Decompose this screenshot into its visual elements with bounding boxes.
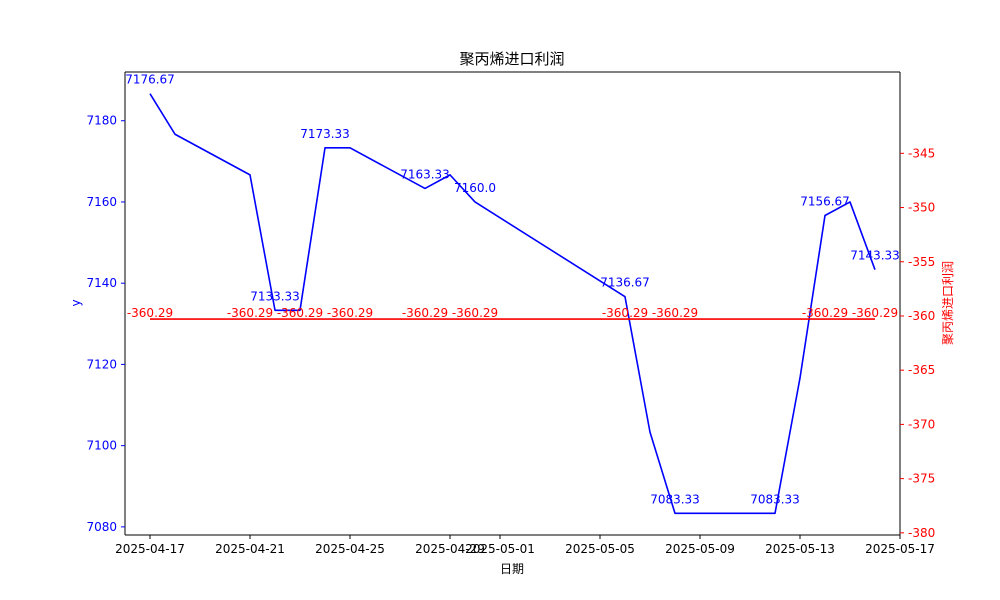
profit-data-label: -360.29: [127, 306, 173, 320]
left-y-axis-label: y: [69, 299, 83, 306]
right-y-tick-label: -365: [908, 363, 935, 377]
profit-data-label: -360.29: [602, 306, 648, 320]
price-data-label: 7173.33: [300, 127, 350, 141]
x-tick-label: 2025-04-17: [115, 542, 185, 556]
right-y-tick-label: -360: [908, 309, 935, 323]
price-series-line: [149, 93, 876, 515]
price-data-label: 7163.33: [400, 167, 450, 181]
profit-data-label: -360.29: [227, 306, 273, 320]
price-data-label: 7136.67: [600, 276, 650, 290]
x-tick-label: 2025-04-29: [415, 542, 485, 556]
x-tick-label: 2025-04-25: [315, 542, 385, 556]
x-tick-label: 2025-05-13: [765, 542, 835, 556]
x-tick-label: 2025-04-21: [215, 542, 285, 556]
price-data-label: 7143.33: [850, 249, 900, 263]
price-data-label: 7083.33: [750, 492, 800, 506]
right-y-tick-label: -350: [908, 201, 935, 215]
left-y-tick-label: 7160: [86, 195, 117, 209]
right-y-tick-label: -370: [908, 417, 935, 431]
x-tick-label: 2025-05-09: [665, 542, 735, 556]
profit-data-label: -360.29: [327, 306, 373, 320]
profit-data-label: -360.29: [802, 306, 848, 320]
chart-title: 聚丙烯进口利润: [459, 50, 564, 68]
plot-area: 7176.67 7133.33 7173.33 7163.33 7160.0 7136.6…: [86, 71, 935, 556]
price-data-label: 7176.67: [125, 73, 175, 87]
profit-data-label: -360.29: [402, 306, 448, 320]
price-data-label: 7156.67: [800, 194, 850, 208]
right-y-tick-label: -345: [908, 146, 935, 160]
price-data-label: 7160.0: [454, 181, 496, 195]
left-y-tick-label: 7140: [86, 276, 117, 290]
right-y-tick-label: -355: [908, 255, 935, 269]
x-tick-label: 2025-05-01: [465, 542, 535, 556]
profit-data-label: -360.29: [277, 306, 323, 320]
x-axis-label: 日期: [500, 562, 524, 576]
profit-data-label: -360.29: [652, 306, 698, 320]
x-tick-label: 2025-05-17: [865, 542, 935, 556]
right-y-tick-label: -380: [908, 526, 935, 540]
left-y-tick-label: 7100: [86, 439, 117, 453]
left-y-tick-label: 7080: [86, 520, 117, 534]
left-y-tick-label: 7180: [86, 114, 117, 128]
price-data-label: 7133.33: [250, 289, 300, 303]
profit-data-label: -360.29: [452, 306, 498, 320]
right-y-axis-label: 聚丙烯进口利润: [941, 261, 955, 345]
left-y-tick-label: 7120: [86, 357, 117, 371]
profit-data-label: -360.29: [852, 306, 898, 320]
x-tick-label: 2025-05-05: [565, 542, 635, 556]
price-data-label: 7083.33: [650, 492, 700, 506]
right-y-tick-label: -375: [908, 472, 935, 486]
